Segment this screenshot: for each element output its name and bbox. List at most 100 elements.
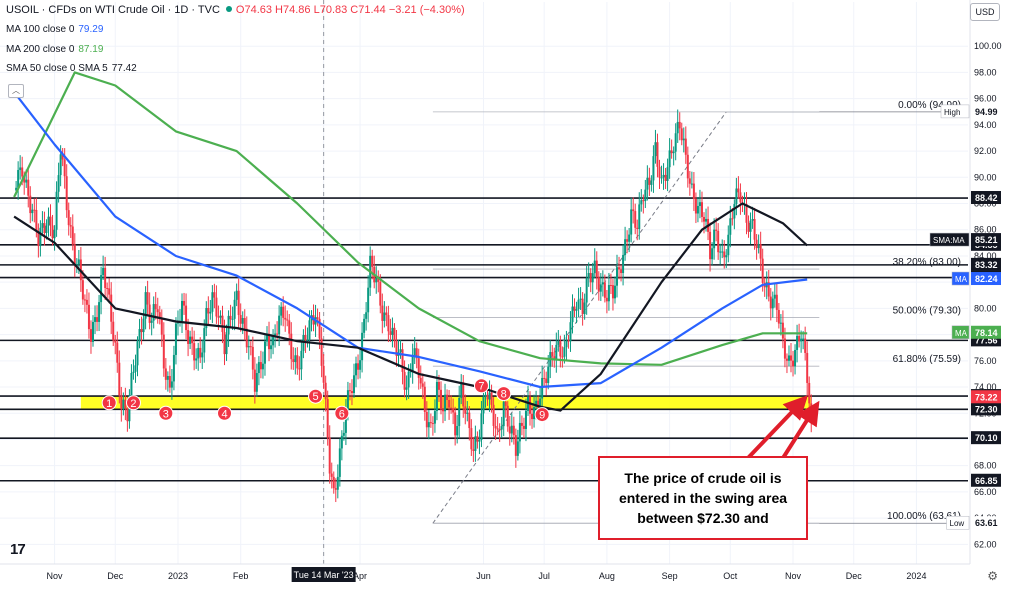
x-tick-label: Jun	[476, 571, 491, 581]
candle	[804, 338, 807, 353]
candle	[274, 333, 277, 336]
price-tag-box	[971, 516, 1001, 530]
candle	[401, 349, 404, 372]
candle	[19, 167, 22, 171]
legend-ma100[interactable]: MA 100 close 0 79.29	[6, 24, 103, 35]
candle	[132, 371, 135, 373]
candle	[446, 394, 449, 400]
tradingview-logo-icon[interactable]: 17	[10, 541, 26, 558]
candle	[193, 343, 196, 361]
candle	[326, 399, 329, 438]
candle	[672, 151, 675, 154]
candle	[632, 209, 635, 212]
candle	[474, 436, 477, 451]
currency-button[interactable]: USD	[970, 3, 1000, 21]
candle	[460, 382, 463, 398]
candle	[89, 329, 92, 342]
candles	[15, 109, 813, 503]
y-tick-label: 94.00	[974, 120, 997, 130]
candle	[529, 396, 532, 414]
price-tag-value: 82.24	[975, 274, 998, 284]
candle	[579, 298, 582, 300]
candle	[658, 166, 661, 178]
candle	[156, 309, 159, 313]
price-tag-value: 66.85	[975, 476, 998, 486]
swing-marker-label: 2	[130, 398, 136, 410]
candle	[288, 320, 291, 334]
swing-marker-circle	[473, 378, 489, 394]
candle	[379, 281, 382, 306]
chart-legend-header: USOIL · CFDs on WTI Crude Oil · 1D · TVC…	[6, 4, 465, 16]
candle	[662, 174, 665, 178]
candle	[249, 346, 252, 348]
candle	[251, 346, 254, 370]
candle	[745, 203, 748, 223]
candle	[652, 156, 655, 181]
candle	[187, 330, 190, 344]
candle	[583, 302, 586, 315]
candle	[433, 411, 436, 424]
candle	[705, 218, 708, 222]
candle	[405, 387, 408, 390]
candle	[296, 355, 299, 369]
swing-marker-circle	[158, 405, 174, 421]
callout-line-3: between $72.30 and	[637, 510, 769, 526]
candle	[478, 439, 481, 442]
candle	[393, 327, 396, 341]
candle	[798, 335, 801, 342]
candle	[630, 209, 633, 235]
candle	[808, 382, 811, 404]
candle	[300, 350, 303, 370]
legend-sma50[interactable]: SMA 50 close 0 SMA 5 77.42	[6, 63, 137, 74]
candle	[783, 338, 786, 359]
candle	[237, 290, 240, 316]
price-tag-label-box	[951, 325, 970, 340]
price-tag-value: 63.61	[975, 518, 998, 528]
candle	[450, 407, 453, 409]
candle	[664, 174, 667, 181]
symbol-title: USOIL · CFDs on WTI Crude Oil · 1D · TVC	[6, 4, 220, 16]
candle	[680, 128, 683, 141]
gear-icon[interactable]: ⚙	[987, 569, 998, 583]
candle	[377, 278, 380, 282]
candle	[201, 352, 204, 358]
price-tag-label-box	[940, 104, 970, 119]
candle	[363, 318, 366, 333]
collapse-legend-icon[interactable]: ︿	[8, 84, 24, 98]
candle	[417, 358, 420, 378]
candle	[304, 334, 307, 341]
candle	[385, 312, 388, 316]
y-tick-label: 92.00	[974, 146, 997, 156]
candle	[573, 306, 576, 311]
candle	[591, 273, 594, 283]
candle	[146, 292, 149, 305]
candle	[292, 359, 295, 363]
candle	[692, 183, 695, 200]
candle	[725, 255, 728, 258]
candle	[769, 296, 772, 309]
candle	[646, 177, 649, 190]
candle	[462, 382, 465, 407]
legend-ma200[interactable]: MA 200 close 0 87.19	[6, 44, 103, 55]
fib-level-label: 0.00% (94.99)	[898, 100, 961, 111]
candle	[781, 322, 784, 339]
annotation-arrows	[746, 395, 820, 460]
candle	[120, 395, 123, 410]
candle	[142, 318, 145, 333]
y-tick-label: 86.00	[974, 225, 997, 235]
candle	[336, 476, 339, 490]
candle	[247, 346, 250, 348]
candle	[98, 302, 101, 322]
price-tag-label: High	[944, 108, 960, 117]
price-tag-label-box	[929, 232, 970, 247]
annotation-callout: The price of crude oil is entered in the…	[598, 456, 808, 540]
candle	[116, 342, 119, 363]
candle	[138, 329, 141, 342]
candle	[688, 178, 691, 184]
candle	[775, 294, 778, 310]
candle	[166, 375, 169, 380]
candle	[703, 216, 706, 222]
candle	[561, 356, 564, 358]
candle	[183, 300, 186, 306]
